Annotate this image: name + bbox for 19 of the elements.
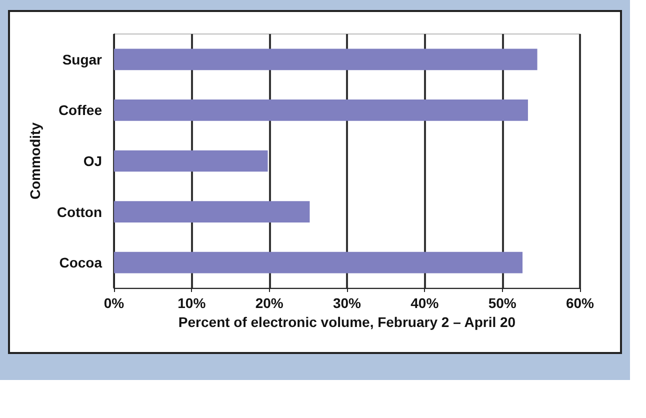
x-tick-label: 10% xyxy=(178,295,206,311)
y-tick-label: Coffee xyxy=(58,102,102,118)
bar xyxy=(114,48,538,70)
y-axis-title: Commodity xyxy=(27,122,43,200)
x-tick-label: 50% xyxy=(488,295,517,311)
y-tick-label: Cocoa xyxy=(59,254,102,271)
y-tick-label: Sugar xyxy=(62,51,103,68)
y-tick-label: OJ xyxy=(83,153,102,169)
bar xyxy=(114,150,268,172)
x-tick-label: 0% xyxy=(104,295,125,311)
bar xyxy=(114,201,310,222)
x-tick-label: 40% xyxy=(410,295,440,311)
x-tick-label: 30% xyxy=(332,295,362,311)
bar xyxy=(114,252,523,274)
bar xyxy=(114,100,528,121)
y-tick-label: Cotton xyxy=(56,204,102,220)
x-tick-label: 60% xyxy=(566,295,595,311)
x-axis-title: Percent of electronic volume, February 2 – April 20 xyxy=(178,314,516,330)
x-tick-label: 20% xyxy=(255,295,284,311)
